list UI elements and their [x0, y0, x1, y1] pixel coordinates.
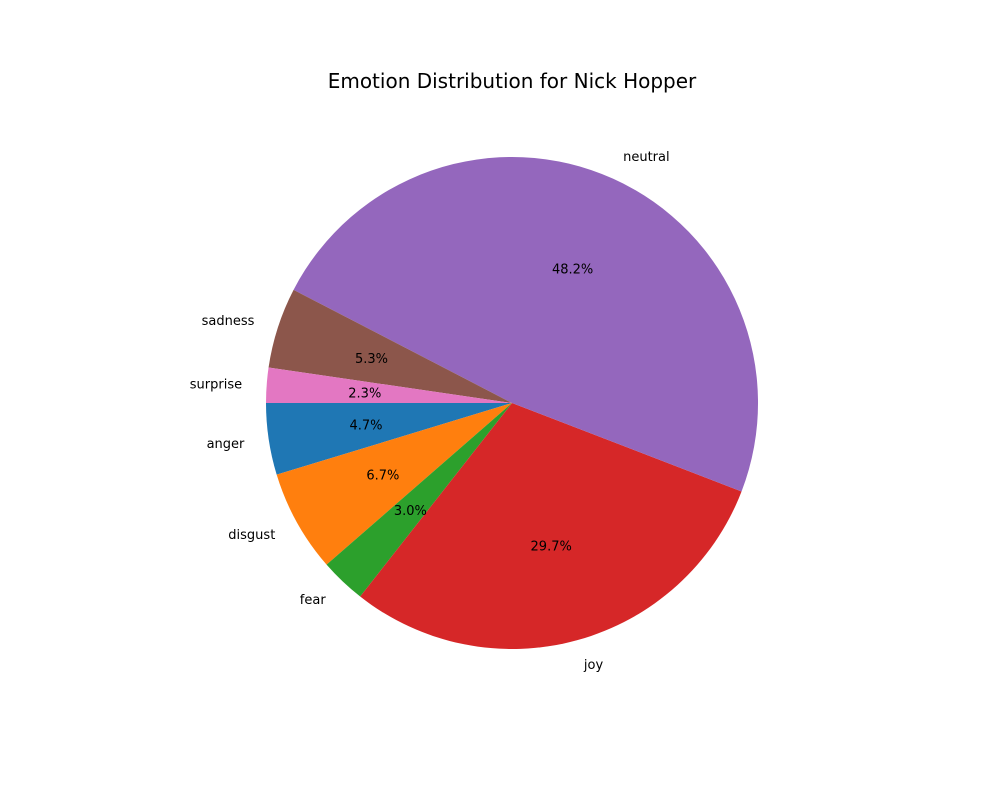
slice-label-joy: joy	[583, 658, 604, 673]
pie-slice-sadness	[268, 289, 512, 403]
slice-label-sadness: sadness	[202, 314, 255, 329]
pie-slice-joy	[360, 403, 742, 649]
slice-label-disgust: disgust	[228, 528, 275, 543]
pct-label-surprise: 2.3%	[348, 386, 381, 401]
slice-label-anger: anger	[207, 437, 245, 452]
pct-label-joy: 29.7%	[531, 539, 572, 554]
pie-slice-disgust	[276, 403, 512, 565]
pie-slice-surprise	[266, 367, 512, 403]
pct-label-fear: 3.0%	[394, 504, 427, 519]
slice-label-neutral: neutral	[623, 150, 670, 165]
pie-slices	[266, 156, 759, 649]
pct-label-sadness: 5.3%	[355, 352, 388, 367]
pie-labels: 4.7% anger 6.7% disgust 3.0% fear 29.7% joy 48.2…	[190, 150, 670, 673]
pct-label-neutral: 48.2%	[552, 262, 593, 277]
chart-title: Emotion Distribution for Nick Hopper	[328, 69, 697, 93]
slice-label-surprise: surprise	[190, 377, 242, 392]
pie-slice-fear	[326, 403, 512, 597]
pie-slice-anger	[266, 403, 512, 475]
pie-slice-neutral	[293, 156, 759, 492]
pct-label-disgust: 6.7%	[366, 469, 399, 484]
pct-label-anger: 4.7%	[349, 419, 382, 434]
slice-label-fear: fear	[300, 593, 327, 608]
